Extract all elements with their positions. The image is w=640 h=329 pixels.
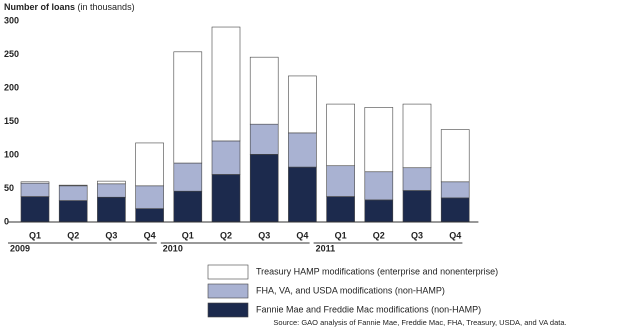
y-tick-label: 100: [4, 149, 19, 159]
bar-segment: [440, 197, 470, 223]
x-tick-label: Q3: [411, 230, 423, 240]
x-tick-label: Q4: [449, 230, 461, 240]
y-tick-label: 0: [4, 216, 9, 226]
bar-segment: [135, 142, 164, 187]
x-tick-label: Q3: [105, 230, 117, 240]
bar-segment: [402, 167, 432, 191]
x-tick-label: Q1: [335, 230, 347, 240]
bar-segment: [20, 182, 50, 197]
y-axis-note: (in thousands): [78, 2, 135, 12]
bar-segment: [211, 174, 241, 223]
legend-label: Fannie Mae and Freddie Mac modifications…: [256, 304, 481, 314]
bar-segment: [326, 103, 355, 167]
x-tick-label: Q3: [258, 230, 270, 240]
bar-segment: [288, 132, 317, 168]
x-tick-label: Q4: [296, 230, 308, 240]
y-tick-label: 50: [4, 183, 14, 193]
bar-segment: [173, 51, 203, 164]
bar-segment: [58, 184, 88, 187]
x-tick-label: Q1: [182, 230, 194, 240]
x-tick-label: Q4: [144, 230, 156, 240]
y-tick-label: 300: [4, 15, 19, 25]
bar-segment: [364, 199, 394, 223]
bar-segment: [288, 75, 317, 134]
bar-segment: [249, 154, 279, 223]
bar-segment: [211, 26, 241, 142]
bar-segment: [135, 208, 164, 223]
bar-segment: [326, 196, 355, 223]
bar-segment: [173, 190, 203, 223]
bar-segment: [135, 185, 164, 209]
source: Source: GAO analysis of Fannie Mae, Fred…: [273, 318, 566, 327]
year-label: 2011: [316, 243, 336, 253]
legend-label: FHA, VA, and USDA modifications (non-HAM…: [256, 285, 445, 295]
x-tick-label: Q2: [220, 230, 232, 240]
bar-segment: [326, 165, 355, 197]
bar-segment: [288, 166, 317, 223]
bar-segment: [97, 196, 126, 223]
x-tick-label: Q2: [67, 230, 79, 240]
bar-segment: [20, 196, 50, 223]
legend-swatch: [207, 264, 249, 280]
bar-segment: [97, 180, 126, 185]
y-tick-label: 200: [4, 82, 19, 92]
bar-segment: [402, 190, 432, 223]
bar-segment: [364, 171, 394, 201]
y-tick-label: 150: [4, 116, 19, 126]
bar-segment: [249, 123, 279, 155]
year-label: 2009: [10, 243, 30, 253]
bar-segment: [364, 107, 394, 173]
y-axis-label: Number of loans: [4, 2, 75, 12]
bar-segment: [402, 103, 432, 169]
bar-segment: [173, 162, 203, 192]
year-label: 2010: [163, 243, 183, 253]
legend-swatch: [207, 302, 249, 318]
y-axis-title: Number of loans (in thousands): [4, 2, 135, 12]
bar-segment: [97, 183, 126, 198]
bar-segment: [440, 129, 470, 183]
legend-label: Treasury HAMP modifications (enterprise …: [256, 266, 498, 276]
legend-swatch: [207, 283, 249, 299]
x-tick-label: Q1: [29, 230, 41, 240]
bar-segment: [58, 200, 88, 223]
x-tick-label: Q2: [373, 230, 385, 240]
bar-segment: [440, 181, 470, 199]
bar-segment: [58, 185, 88, 201]
bar-segment: [211, 140, 241, 175]
y-tick-label: 250: [4, 49, 19, 59]
bar-segment: [20, 181, 50, 184]
bar-segment: [249, 56, 279, 125]
